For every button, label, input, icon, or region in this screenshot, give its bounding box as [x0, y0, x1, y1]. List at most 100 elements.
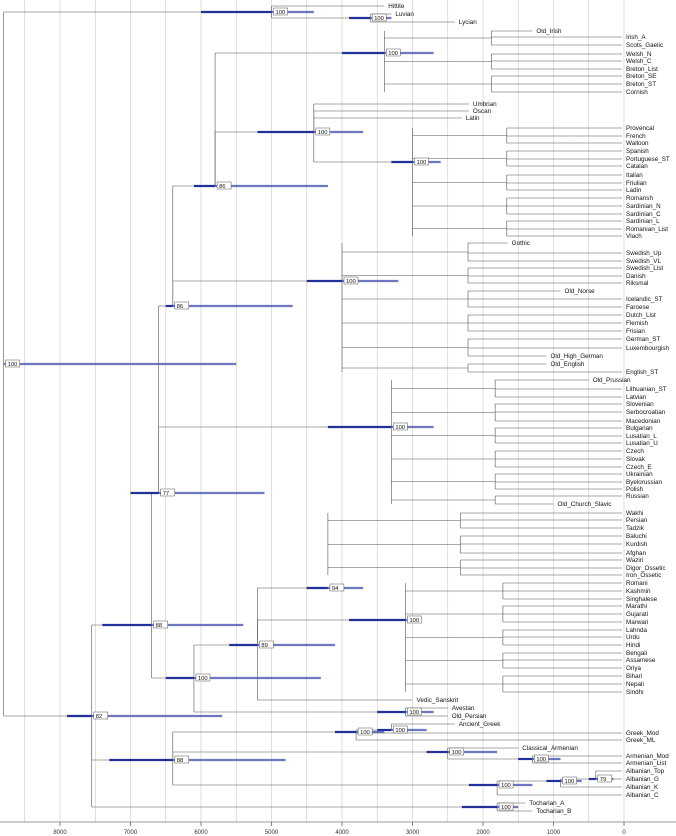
taxon-label: Old_English	[550, 361, 584, 368]
taxon-label: Walloon	[626, 140, 649, 147]
taxon-label: Riksmal	[626, 280, 648, 287]
posterior-box	[174, 755, 190, 764]
taxon-label: Sindhi	[626, 689, 644, 696]
posterior-box	[216, 181, 232, 190]
taxon-label: Baluchi	[626, 533, 647, 540]
taxon-label: Welsh_C	[626, 58, 652, 65]
taxon-label: Afghan	[626, 550, 646, 557]
taxon-label: Macedonian	[626, 418, 661, 425]
taxon-label: Assamese	[626, 657, 656, 664]
taxon-label: Lycian	[459, 19, 477, 26]
taxon-label: German_ST	[626, 336, 660, 343]
posterior-box	[597, 774, 613, 783]
taxon-label: Lahnda	[626, 627, 648, 634]
posterior-value: 100	[409, 618, 419, 624]
posterior-value: 86	[219, 184, 225, 190]
taxon-label: Friulian	[626, 180, 647, 187]
axis-tick-label: 1000	[547, 830, 561, 836]
taxon-label: Nepali	[626, 681, 644, 688]
time-axis: 8000 7000 6000 5000 4000 3000 2000 1000 0	[53, 822, 626, 836]
taxon-label: Avestan	[452, 705, 475, 712]
posterior-box	[534, 754, 549, 763]
taxon-label: Old_Norse	[565, 288, 596, 295]
taxon-label: Latvian	[626, 394, 647, 401]
taxon-label: Cornish	[626, 89, 648, 96]
posterior-value: 100	[395, 728, 405, 734]
taxon-label: Polish	[626, 486, 644, 493]
taxon-label: Hittite	[388, 3, 405, 10]
taxon-label: Swedish_Up	[626, 250, 662, 257]
posterior-value: 100	[565, 779, 575, 785]
posterior-value: 100	[388, 51, 398, 57]
taxon-label: Old_High_German	[550, 353, 603, 360]
taxon-label: Greek_Mod	[626, 730, 659, 737]
taxon-label: Dutch_List	[626, 312, 656, 319]
posterior-value: 82	[96, 714, 102, 720]
posterior-box	[329, 583, 345, 592]
taxon-label: Albanian_K	[626, 784, 659, 791]
taxon-label: Luvian	[395, 11, 414, 18]
tree-branches	[3, 5, 622, 812]
taxon-label: Persian	[626, 517, 648, 524]
taxon-label: Breton_ST	[626, 81, 656, 88]
taxon-label: Bulgarian	[626, 425, 653, 432]
taxon-label: Iron_Ossetic	[626, 572, 661, 579]
taxon-label: Latin	[466, 115, 480, 122]
taxon-label: Urdu	[626, 634, 640, 641]
taxon-label: Tocharian_B	[536, 808, 571, 815]
posterior-value: 100	[409, 710, 419, 716]
taxon-label: Singhalese	[626, 596, 658, 603]
taxon-label: Catalan	[626, 163, 648, 170]
taxon-label: Lusatian_L	[626, 433, 657, 440]
taxon-label: Kurdish	[626, 541, 648, 548]
taxon-label: Frisian	[626, 328, 645, 335]
taxon-label: Vlach	[626, 233, 642, 240]
taxon-label: Classical_Armenian	[522, 745, 578, 752]
posterior-value: 100	[536, 757, 546, 763]
axis-tick-label: 5000	[265, 830, 279, 836]
axis-tick-label: 4000	[335, 830, 349, 836]
taxon-label: Armenian_List	[626, 760, 667, 767]
posterior-value: 77	[163, 491, 169, 497]
taxon-label: Marwari	[626, 619, 648, 626]
posterior-value: 100	[318, 130, 328, 136]
taxon-label: Serbocroatian	[626, 409, 666, 416]
axis-tick-label: 8000	[53, 830, 67, 836]
taxon-label: Armenian_Mod	[626, 753, 669, 760]
posterior-value: 100	[276, 10, 286, 16]
taxon-label: Portuguese_ST	[626, 156, 670, 163]
posterior-value: 100	[198, 676, 208, 682]
posterior-value: 100	[360, 730, 370, 736]
posterior-box	[343, 276, 359, 285]
taxon-label: Breton_SE	[626, 73, 656, 80]
posterior-value: 94	[332, 586, 339, 592]
posterior-value: 100	[417, 160, 427, 166]
posterior-box	[5, 359, 20, 368]
taxon-label: Oscan	[473, 108, 492, 115]
taxon-label: Lusatian_U	[626, 440, 658, 447]
taxon-label: Spanish	[626, 148, 649, 155]
posterior-box	[414, 157, 429, 166]
posterior-labels: 100 100 100 82 88 100 100 100 100 100 100 79 88 77 100…	[5, 7, 613, 811]
grid-lines	[24, 0, 625, 822]
taxon-label: Luxembourgish	[626, 345, 670, 352]
posterior-box	[449, 747, 464, 756]
taxon-label: Tocharian_A	[529, 800, 565, 807]
taxon-label: Czech	[626, 448, 644, 455]
axis-tick-label: 3000	[406, 830, 420, 836]
hpd-bars	[3, 10, 614, 809]
taxon-label: Bihari	[626, 673, 642, 680]
posterior-box	[407, 615, 422, 624]
taxon-label: Tadzik	[626, 525, 645, 532]
taxon-label: Gujarati	[626, 611, 648, 618]
taxon-label: Slovak	[626, 456, 646, 463]
posterior-box	[498, 780, 514, 789]
taxon-label: Scots_Gaelic	[626, 42, 663, 49]
posterior-box	[498, 802, 514, 811]
posterior-value: 100	[8, 362, 18, 368]
taxon-label: Romanian_List	[626, 226, 668, 233]
posterior-value: 89	[261, 643, 267, 649]
taxon-label: Marathi	[626, 603, 647, 610]
